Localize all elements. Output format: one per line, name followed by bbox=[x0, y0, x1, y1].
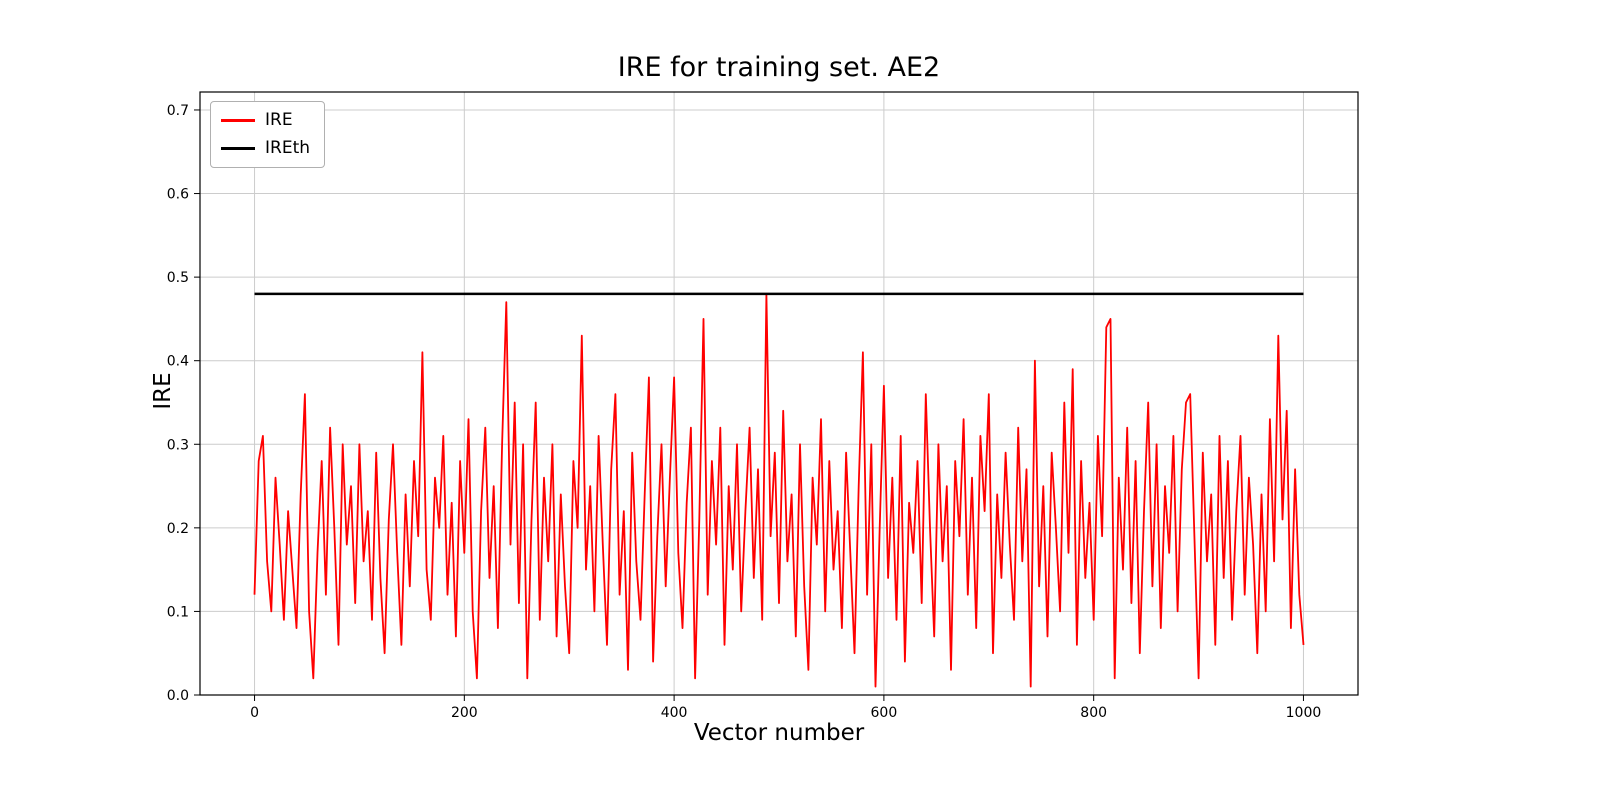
y-tick-label: 0.5 bbox=[167, 270, 189, 286]
x-axis-label: Vector number bbox=[693, 720, 865, 746]
plot-frame bbox=[199, 91, 1359, 696]
x-tick-label: 0 bbox=[250, 705, 259, 721]
data-line bbox=[253, 292, 1305, 688]
legend-label: IREth bbox=[265, 138, 311, 159]
x-tick-label: 400 bbox=[661, 705, 688, 721]
y-tick-label: 0.4 bbox=[167, 354, 189, 370]
x-tick-label: 200 bbox=[451, 705, 478, 721]
y-axis-label: IRE bbox=[150, 372, 176, 410]
y-tick-label: 0.2 bbox=[167, 521, 189, 537]
chart-title: IRE for training set. AE2 bbox=[617, 52, 941, 83]
x-tick-label: 600 bbox=[871, 705, 898, 721]
x-tick-label: 800 bbox=[1080, 705, 1107, 721]
y-tick-label: 0.1 bbox=[167, 604, 189, 620]
legend-entry: IREth bbox=[221, 138, 310, 158]
y-tick-label: 0.7 bbox=[167, 103, 189, 119]
y-tick-label: 0.0 bbox=[167, 688, 189, 704]
legend: IRE IREth bbox=[210, 101, 326, 168]
y-tick-label: 0.6 bbox=[167, 187, 189, 203]
y-tick-label: 0.3 bbox=[167, 437, 189, 453]
legend-line-swatch bbox=[221, 118, 255, 122]
legend-line-swatch bbox=[221, 147, 255, 151]
legend-label: IRE bbox=[265, 110, 293, 130]
x-tick-label: 1000 bbox=[1286, 705, 1322, 721]
legend-entry: IRE bbox=[221, 110, 310, 130]
